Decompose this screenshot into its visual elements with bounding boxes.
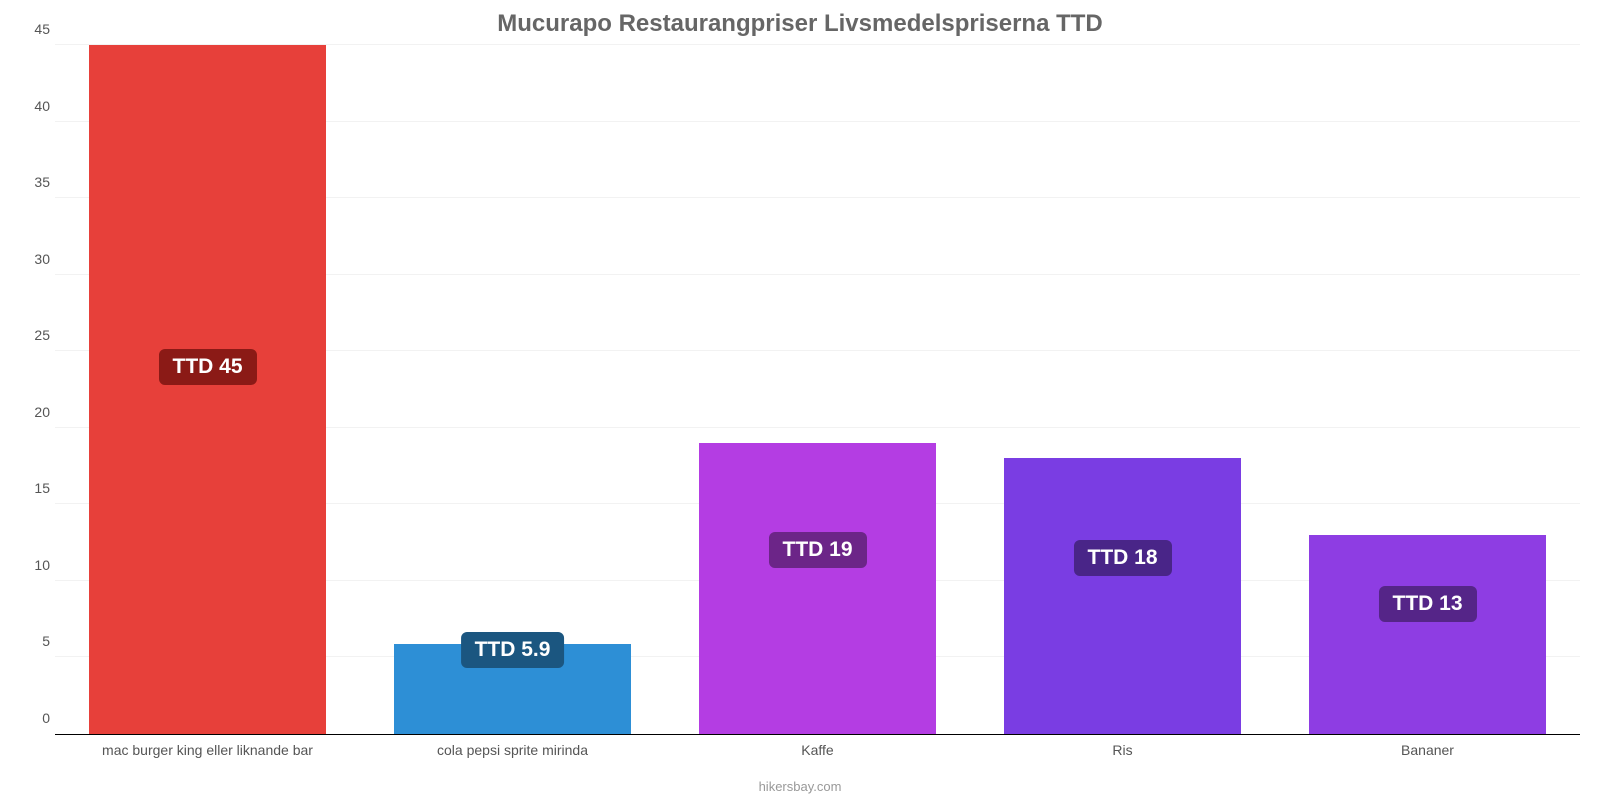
ytick-label: 20 [10, 404, 50, 420]
price-chart: Mucurapo Restaurangpriser Livsmedelspris… [0, 0, 1600, 800]
ytick-label: 25 [10, 327, 50, 343]
ytick-label: 45 [10, 21, 50, 37]
chart-title: Mucurapo Restaurangpriser Livsmedelspris… [0, 10, 1600, 38]
value-badge: TTD 45 [158, 349, 256, 385]
ytick-label: 30 [10, 251, 50, 267]
ytick-label: 10 [10, 557, 50, 573]
ytick-label: 5 [10, 633, 50, 649]
ytick-label: 0 [10, 710, 50, 726]
ytick-label: 35 [10, 174, 50, 190]
xtick-label: mac burger king eller liknande bar [102, 742, 313, 758]
attribution-text: hikersbay.com [0, 779, 1600, 794]
xtick-label: Ris [1112, 742, 1132, 758]
bar [1004, 458, 1242, 734]
xtick-label: Bananer [1401, 742, 1454, 758]
value-badge: TTD 18 [1073, 540, 1171, 576]
xtick-label: cola pepsi sprite mirinda [437, 742, 588, 758]
bar [1309, 535, 1547, 734]
bar [89, 45, 327, 734]
value-badge: TTD 13 [1378, 586, 1476, 622]
bar [699, 443, 937, 734]
ytick-label: 15 [10, 480, 50, 496]
plot-area: 051015202530354045TTD 45mac burger king … [55, 45, 1580, 735]
xtick-label: Kaffe [801, 742, 833, 758]
ytick-label: 40 [10, 98, 50, 114]
value-badge: TTD 19 [768, 532, 866, 568]
value-badge: TTD 5.9 [461, 632, 565, 668]
